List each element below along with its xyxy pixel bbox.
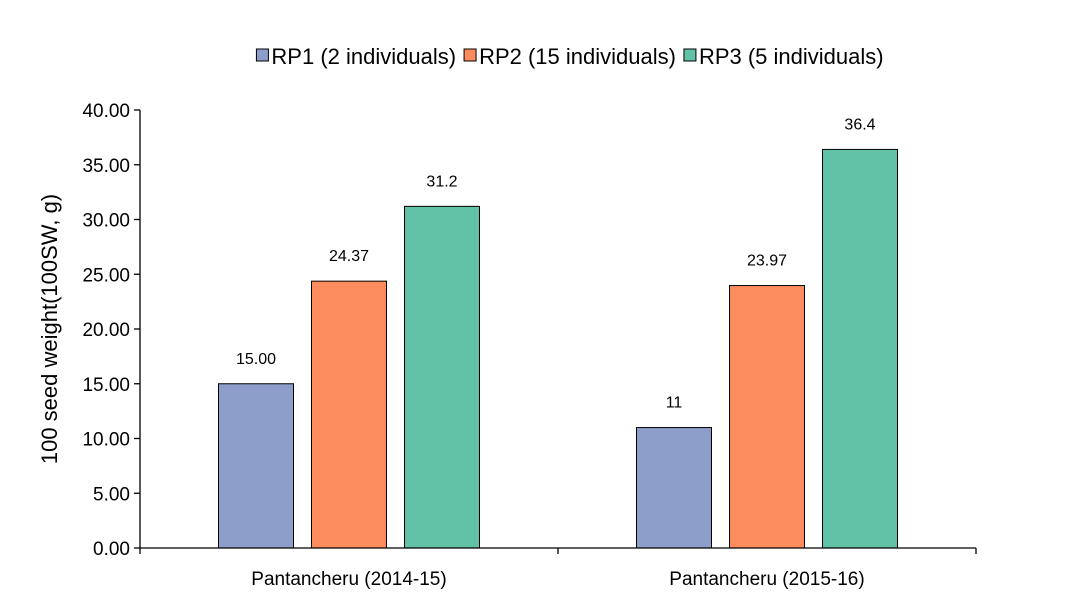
data-labels: 15.00 24.37 31.2 11 23.97 36.4 <box>236 116 876 411</box>
data-label: 36.4 <box>844 116 875 133</box>
y-tick-label: 30.00 <box>82 211 130 232</box>
legend-swatch <box>255 48 269 62</box>
data-label: 23.97 <box>747 253 787 270</box>
y-axis-ticks: 0.00 5.00 10.00 15.00 20.00 25.00 30.00 35.00 40… <box>82 101 141 560</box>
y-tick-label: 40.00 <box>82 101 130 122</box>
y-tick-label: 15.00 <box>82 375 130 396</box>
bar <box>218 383 294 549</box>
data-label: 31.2 <box>426 173 457 190</box>
y-tick-label: 35.00 <box>82 156 130 177</box>
y-tick-label: 5.00 <box>93 484 130 505</box>
bar <box>311 280 387 549</box>
y-tick-label: 0.00 <box>93 539 130 560</box>
legend-item: RP1 (2 individuals) <box>255 44 456 69</box>
legend-swatch <box>463 48 477 62</box>
legend-item: RP2 (15 individuals) <box>463 44 676 69</box>
legend-swatch <box>683 48 697 62</box>
y-axis-title: 100 seed weight(100SW, g) <box>37 194 62 464</box>
y-tick-label: 20.00 <box>82 320 130 341</box>
bar <box>729 285 805 549</box>
bar <box>822 148 898 549</box>
bar <box>636 427 712 549</box>
data-label: 15.00 <box>236 351 276 368</box>
bar <box>404 205 480 549</box>
x-category-label: Pantancheru (2014-15) <box>251 569 446 590</box>
y-tick-label: 10.00 <box>82 430 130 451</box>
bars <box>218 148 898 549</box>
data-label: 11 <box>666 395 683 412</box>
x-category-label: Pantancheru (2015-16) <box>669 569 864 590</box>
x-axis: Pantancheru (2014-15) Pantancheru (2015-1… <box>139 547 977 590</box>
legend-label: RP3 (5 individuals) <box>699 44 884 69</box>
legend-label: RP1 (2 individuals) <box>271 44 456 69</box>
data-label: 24.37 <box>329 248 369 265</box>
legend-label: RP2 (15 individuals) <box>479 44 676 69</box>
legend-item: RP3 (5 individuals) <box>683 44 884 69</box>
y-tick-label: 25.00 <box>82 265 130 286</box>
legend: RP1 (2 individuals) RP2 (15 individuals) R… <box>255 44 884 69</box>
